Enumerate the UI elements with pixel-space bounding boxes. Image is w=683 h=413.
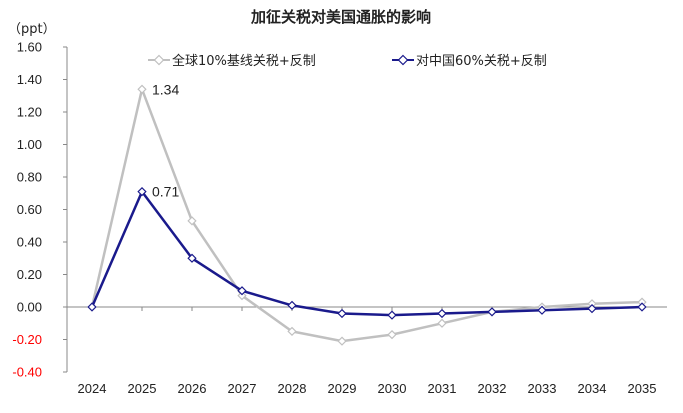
x-tick-label: 2026 [178, 381, 207, 396]
data-point [287, 326, 297, 337]
data-point [137, 84, 147, 94]
y-tick-label: 1.20 [17, 105, 42, 120]
data-point [487, 307, 497, 317]
y-tick-label: 0.80 [17, 170, 42, 185]
series-line-0 [90, 87, 643, 343]
legend: 全球10%基线关税+反制 对中国60%关税+反制 [148, 53, 547, 69]
y-tick-label: -0.40 [12, 365, 42, 380]
legend-item-series-1: 对中国60%关税+反制 [392, 54, 547, 69]
y-tick-label: 1.40 [17, 72, 42, 87]
legend-label-series-1: 对中国60%关税+反制 [416, 54, 547, 69]
x-tick-label: 2025 [128, 381, 157, 396]
x-tick-label: 2034 [578, 381, 607, 396]
x-tick-label: 2031 [428, 381, 457, 396]
y-tick-label: 1.60 [17, 40, 42, 55]
y-tick-label: 1.00 [17, 137, 42, 152]
data-point [437, 318, 447, 328]
legend-label-series-0: 全球10%基线关税+反制 [172, 53, 316, 69]
legend-marker-series-0 [153, 54, 165, 66]
legend-marker-series-1 [397, 54, 409, 66]
x-tick-label: 2024 [78, 381, 107, 396]
plot-area: 1.34 0.71 [87, 81, 647, 346]
data-point [437, 308, 447, 319]
y-unit-label: （ppt） [8, 22, 56, 37]
data-point [287, 300, 297, 311]
data-point [537, 305, 547, 315]
y-tick-label: 0.20 [17, 267, 42, 282]
series-1: 0.71 [87, 184, 647, 320]
y-tick-label: 0.60 [17, 202, 42, 217]
data-point [237, 290, 247, 301]
chart-title: 加征关税对美国通胀的影响 [250, 8, 431, 26]
data-point [587, 303, 597, 314]
x-tick-label: 2035 [628, 381, 657, 396]
series-line-1 [90, 190, 643, 317]
data-point [337, 336, 347, 346]
y-tick-label: -0.20 [12, 332, 42, 347]
data-point [337, 308, 347, 319]
data-point [637, 302, 647, 312]
data-point [387, 329, 397, 340]
y-tick-label: 0.40 [17, 235, 42, 250]
data-point [87, 302, 97, 312]
y-tick-label: 0.00 [17, 300, 42, 315]
data-label-series-0: 1.34 [152, 81, 179, 97]
data-point [137, 186, 147, 197]
legend-item-series-0: 全球10%基线关税+反制 [148, 53, 316, 69]
series-0: 1.34 [87, 81, 647, 346]
data-point [187, 216, 197, 226]
data-point [237, 286, 247, 296]
x-tick-label: 2027 [228, 381, 257, 396]
axes: 1.60 1.40 1.20 1.00 0.80 0.60 0.40 0.20 0.00 -0.2… [12, 40, 667, 396]
x-tick-label: 2030 [378, 381, 407, 396]
x-tick-label: 2028 [278, 381, 307, 396]
x-tick-label: 2029 [328, 381, 357, 396]
data-point [187, 253, 197, 263]
data-label-series-1: 0.71 [152, 184, 179, 200]
x-tick-label: 2033 [528, 381, 557, 396]
data-point [387, 310, 397, 320]
x-tick-label: 2032 [478, 381, 507, 396]
